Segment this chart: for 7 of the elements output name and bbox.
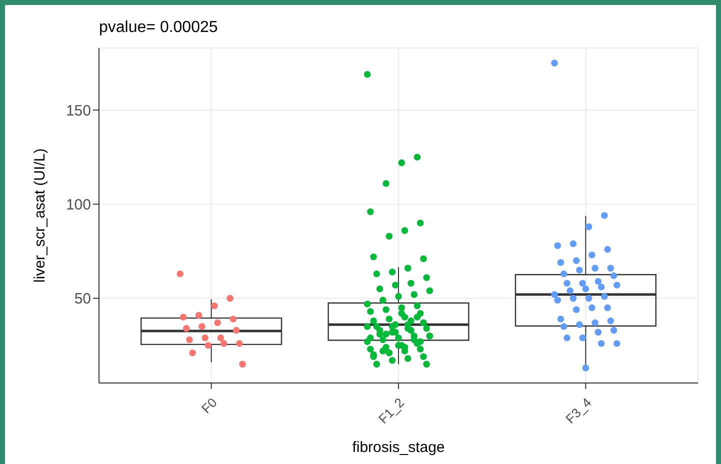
y-tick-label: 50 <box>74 290 91 308</box>
y-axis-title: liver_scr_asat (UI/L) <box>31 148 48 283</box>
chart-title: pvalue= 0.00025 <box>99 19 218 37</box>
x-axis-title: fibrosis_stage <box>352 439 445 456</box>
y-tick-label: 150 <box>66 102 91 120</box>
x-tick-label: F0 <box>198 394 220 416</box>
y-tick-label: 100 <box>66 196 91 214</box>
